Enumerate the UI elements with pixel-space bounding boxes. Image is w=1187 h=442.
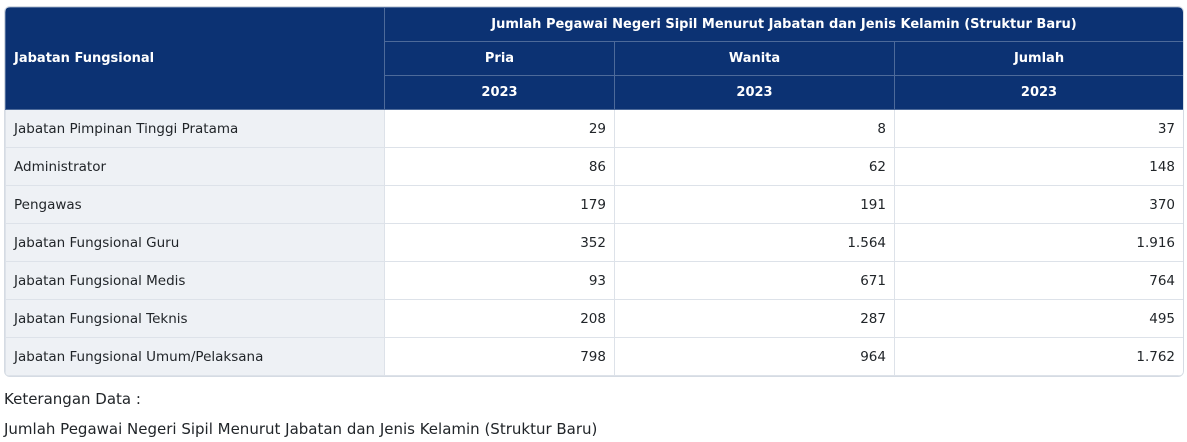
row-label: Jabatan Fungsional Medis [5, 261, 385, 300]
table-row: Jabatan Fungsional Guru 352 1.564 1.916 [5, 223, 1183, 262]
cell-jumlah: 764 [893, 261, 1183, 300]
cell-jumlah: 1.916 [893, 223, 1183, 262]
cell-pria: 179 [384, 185, 615, 224]
cell-wanita: 191 [614, 185, 895, 224]
cell-wanita: 964 [614, 337, 895, 376]
cell-pria: 29 [384, 109, 615, 148]
row-header-cell: Jabatan Fungsional [5, 7, 385, 110]
row-label: Jabatan Pimpinan Tinggi Pratama [5, 109, 385, 148]
cell-wanita: 8 [614, 109, 895, 148]
year-header-pria: 2023 [384, 75, 615, 110]
table-row: Jabatan Pimpinan Tinggi Pratama 29 8 37 [5, 109, 1183, 148]
table-row: Pengawas 179 191 370 [5, 185, 1183, 224]
row-label: Jabatan Fungsional Guru [5, 223, 385, 262]
cell-pria: 798 [384, 337, 615, 376]
cell-pria: 86 [384, 147, 615, 186]
notes-description: Jumlah Pegawai Negeri Sipil Menurut Jaba… [4, 420, 598, 438]
column-header-wanita: Wanita [614, 41, 895, 76]
cell-pria: 352 [384, 223, 615, 262]
pns-table: Jabatan Fungsional Jumlah Pegawai Negeri… [5, 7, 1183, 376]
cell-pria: 93 [384, 261, 615, 300]
cell-pria: 208 [384, 299, 615, 338]
column-header-jumlah: Jumlah [893, 41, 1183, 76]
row-label: Administrator [5, 147, 385, 186]
cell-jumlah: 37 [893, 109, 1183, 148]
table-row: Jabatan Fungsional Medis 93 671 764 [5, 261, 1183, 300]
table-row: Jabatan Fungsional Teknis 208 287 495 [5, 299, 1183, 338]
group-title-cell: Jumlah Pegawai Negeri Sipil Menurut Jaba… [383, 7, 1183, 42]
row-label: Jabatan Fungsional Umum/Pelaksana [5, 337, 385, 376]
cell-jumlah: 148 [893, 147, 1183, 186]
cell-wanita: 1.564 [614, 223, 895, 262]
cell-wanita: 287 [614, 299, 895, 338]
notes-caption: Keterangan Data : [4, 390, 141, 408]
year-header-wanita: 2023 [614, 75, 895, 110]
cell-jumlah: 1.762 [893, 337, 1183, 376]
row-label: Jabatan Fungsional Teknis [5, 299, 385, 338]
column-header-pria: Pria [384, 41, 615, 76]
table-row: Jabatan Fungsional Umum/Pelaksana 798 96… [5, 337, 1183, 376]
year-header-jumlah: 2023 [893, 75, 1183, 110]
row-label: Pengawas [5, 185, 385, 224]
cell-jumlah: 370 [893, 185, 1183, 224]
table-row: Administrator 86 62 148 [5, 147, 1183, 186]
cell-jumlah: 495 [893, 299, 1183, 338]
cell-wanita: 62 [614, 147, 895, 186]
data-table-container: Jabatan Fungsional Jumlah Pegawai Negeri… [4, 6, 1184, 377]
cell-wanita: 671 [614, 261, 895, 300]
